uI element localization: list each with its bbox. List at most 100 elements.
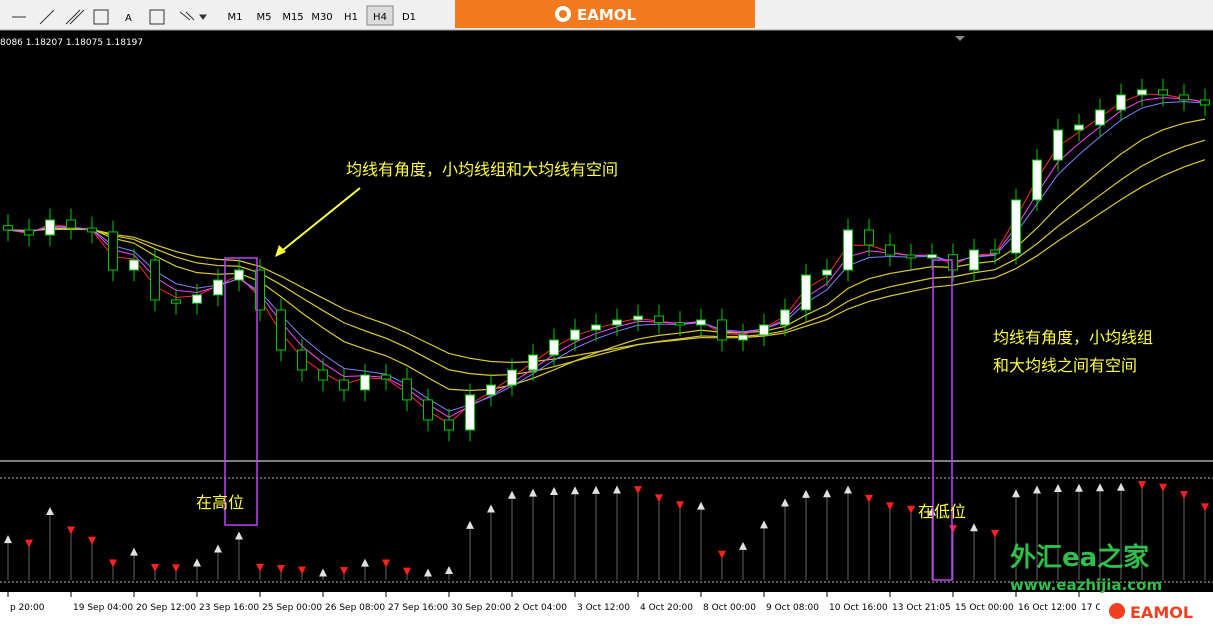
oscillator-arrow [550, 487, 558, 496]
oscillator-arrow [256, 563, 264, 572]
timeframe-label[interactable]: D1 [402, 12, 416, 23]
tool-arrows[interactable] [179, 11, 207, 21]
timeframe-button[interactable] [308, 5, 336, 26]
oscillator-arrow [1180, 491, 1188, 500]
oscillator-arrow [1096, 483, 1104, 492]
timeframe-label[interactable]: M15 [282, 12, 303, 23]
oscillator-arrow [424, 568, 432, 577]
oscillator-arrow [298, 566, 306, 575]
candle-body [360, 374, 370, 391]
x-tick-label: 25 Sep 00:00 [262, 603, 322, 613]
annotation: 在低位 [918, 502, 966, 521]
oscillator-arrow [865, 494, 873, 503]
oscillator-arrow [1201, 503, 1209, 512]
banner-text: EAMOL [577, 6, 637, 24]
oscillator-arrow [508, 490, 516, 499]
candle-body [108, 231, 118, 271]
x-tick-label: p 20:00 [10, 603, 45, 613]
candle-body [633, 315, 643, 321]
oscillator-arrow [403, 567, 411, 576]
candle-body [150, 259, 160, 301]
candle-body [234, 269, 244, 281]
oscillator-arrow [928, 507, 936, 516]
annotation-arrow [277, 187, 361, 255]
oscillator-arrow [655, 494, 663, 503]
oscillator-arrow [1033, 485, 1041, 494]
oscillator-arrow [46, 507, 54, 516]
candle-body [213, 279, 223, 296]
oscillator-arrow [592, 485, 600, 494]
plot: p 20:00 19 Sep 04:00 20 Sep 12:00 23 Sep 16… [3, 78, 1210, 613]
candle-body [843, 229, 853, 271]
oscillator-arrow [130, 547, 138, 556]
oscillator-arrow [739, 541, 747, 550]
candle-body [759, 324, 769, 336]
timeframe-label[interactable]: H4 [373, 12, 387, 23]
timeframe-label[interactable]: M5 [257, 12, 272, 23]
candle-body [129, 259, 139, 271]
timeframe-button[interactable] [221, 5, 249, 26]
oscillator-arrow [1075, 483, 1083, 492]
candle-body [969, 249, 979, 271]
candle-body [87, 227, 97, 233]
price-info: 8086 1.18207 1.18075 1.18197 [0, 38, 143, 48]
timeframe-button[interactable] [279, 5, 307, 26]
badge-logo [1109, 603, 1125, 619]
tool-channel[interactable] [65, 9, 85, 25]
oscillator-arrow [613, 485, 621, 494]
time-axis [0, 592, 1213, 625]
candle-body [381, 374, 391, 380]
moving-average [7, 101, 1206, 412]
candle-body [612, 319, 622, 326]
tool-label[interactable] [149, 9, 165, 25]
oscillator-arrow [1054, 483, 1062, 492]
candle-body [990, 249, 1000, 254]
oscillator-arrow [487, 504, 495, 513]
candle-body [1200, 99, 1210, 106]
candle-body [402, 378, 412, 401]
banner [455, 0, 755, 28]
tool-fibo[interactable] [93, 9, 109, 25]
annotation: 均线有角度，小均线组 [993, 328, 1153, 347]
timeframe-label[interactable]: H1 [344, 12, 358, 23]
timeframe-label[interactable]: M30 [311, 12, 332, 23]
tool-trendline[interactable] [39, 9, 55, 25]
tool-text[interactable]: A [125, 13, 132, 24]
timeframe-button[interactable] [366, 5, 394, 26]
oscillator-arrow [277, 564, 285, 573]
candle-body [192, 294, 202, 304]
oscillator-arrow [1159, 483, 1167, 492]
candle-body [864, 229, 874, 246]
oscillator-arrow [25, 539, 33, 548]
candle-body [1074, 124, 1084, 131]
x-tick-label: 13 Oct 21:05 [892, 603, 951, 613]
oscillator-arrow [340, 567, 348, 576]
timeframe-button[interactable] [395, 5, 423, 26]
candle-body [3, 225, 13, 231]
candle-body [906, 254, 916, 259]
timeframe-label[interactable]: M1 [228, 12, 243, 23]
candle-body [297, 349, 307, 371]
moving-average [7, 159, 1206, 364]
x-tick-label: 16 Oct 12:00 [1018, 603, 1077, 613]
oscillator-arrow [1138, 481, 1146, 490]
oscillator-arrow [172, 564, 180, 573]
x-tick-label: 15 Oct 00:00 [955, 603, 1014, 613]
candle-body [885, 244, 895, 256]
oscillator-arrow [88, 536, 96, 545]
candle-body [717, 319, 727, 341]
timeframe-button[interactable] [337, 5, 365, 26]
oscillator-arrow [529, 488, 537, 497]
oscillator-arrow [571, 486, 579, 495]
candle-body [738, 334, 748, 341]
banner-logo-inner [559, 10, 567, 18]
oscillator-arrow [466, 520, 474, 529]
candle-body [171, 299, 181, 304]
x-tick-label: 19 Sep 04:00 [73, 603, 133, 613]
x-tick-label: 26 Sep 08:00 [325, 603, 385, 613]
annotation: 均线有角度，小均线组和大均线有空间 [346, 160, 618, 179]
oscillator-arrow [361, 558, 369, 567]
timeframe-button[interactable] [250, 5, 278, 26]
candle-body [1032, 159, 1042, 201]
